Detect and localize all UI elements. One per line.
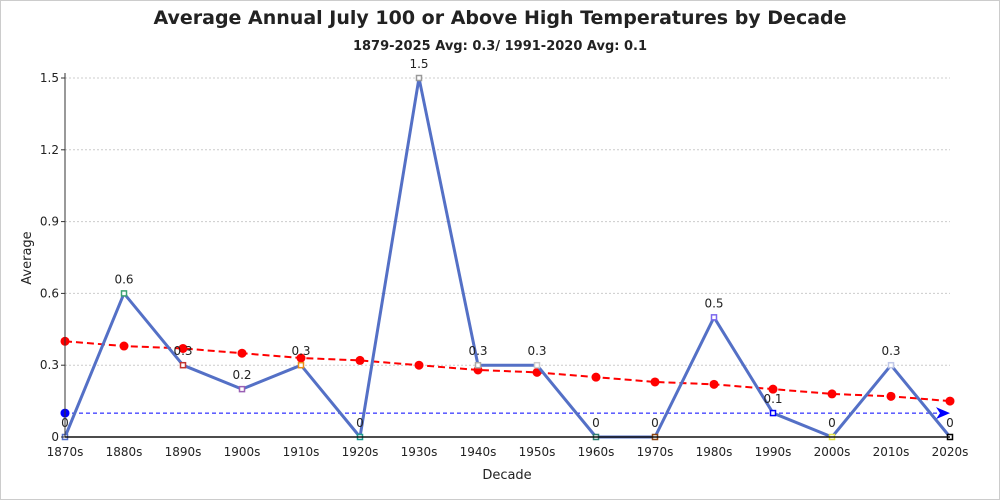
- trend-point: [827, 389, 837, 399]
- x-tick-label: 1920s: [342, 445, 379, 459]
- data-label: 1.5: [409, 57, 428, 71]
- data-label: 0.1: [763, 392, 782, 406]
- data-point: [533, 361, 541, 369]
- data-point: [710, 314, 718, 321]
- x-tick-label: 1890s: [165, 445, 202, 459]
- x-tick-label: 1980s: [696, 445, 733, 459]
- trend-point: [178, 343, 188, 353]
- x-tick-label: 1870s: [47, 445, 84, 459]
- trend-point: [886, 391, 896, 401]
- data-point: [769, 409, 777, 417]
- trend-point: [119, 341, 129, 351]
- y-tick-label: 0.3: [40, 358, 59, 372]
- data-point: [238, 385, 246, 393]
- y-tick-label: 0: [51, 430, 59, 444]
- trend-line: [64, 340, 951, 403]
- data-label: 0: [356, 416, 364, 430]
- y-tick-label: 0.6: [40, 286, 59, 300]
- reference-arrow-icon: [936, 407, 950, 420]
- y-tick-label: 0.9: [40, 215, 59, 229]
- data-label: 0.6: [114, 272, 133, 286]
- data-point: [415, 74, 423, 82]
- data-point: [179, 361, 187, 369]
- trend-point: [296, 353, 306, 363]
- x-tick-label: 2020s: [932, 445, 969, 459]
- data-label: 0.3: [468, 344, 487, 358]
- data-point: [474, 361, 482, 369]
- x-tick-label: 1900s: [224, 445, 261, 459]
- y-tick-label: 1.2: [40, 143, 59, 157]
- x-tick-label: 1970s: [637, 445, 674, 459]
- data-label: 0.5: [704, 296, 723, 310]
- x-axis-label: Decade: [482, 468, 531, 483]
- trend-point: [650, 377, 660, 387]
- x-tick-label: 1930s: [401, 445, 438, 459]
- x-tick-label: 1950s: [519, 445, 556, 459]
- data-label: 0.3: [173, 344, 192, 358]
- trend-point: [709, 379, 719, 389]
- trend-point: [768, 384, 778, 394]
- data-label: 0: [651, 416, 659, 430]
- data-label: 0.3: [527, 344, 546, 358]
- trend-point: [945, 396, 955, 406]
- data-point: [887, 361, 895, 369]
- trend-point: [591, 372, 601, 382]
- x-tick-label: 1960s: [578, 445, 615, 459]
- series-line: [63, 76, 952, 439]
- x-tick-label: 2000s: [814, 445, 851, 459]
- trend-point: [414, 360, 424, 370]
- x-tick-label: 2010s: [873, 445, 910, 459]
- data-label: 0: [592, 416, 600, 430]
- trend-point: [355, 355, 365, 365]
- data-label: 0.2: [232, 368, 251, 382]
- data-label: 0: [946, 416, 954, 430]
- y-tick-label: 1.5: [40, 71, 59, 85]
- data-label: 0: [828, 416, 836, 430]
- chart-subtitle: 1879-2025 Avg: 0.3/ 1991-2020 Avg: 0.1: [353, 39, 647, 54]
- y-axis-label: Average: [20, 231, 35, 284]
- x-tick-label: 1910s: [283, 445, 320, 459]
- data-label: 0.3: [881, 344, 900, 358]
- chart-title: Average Annual July 100 or Above High Te…: [153, 7, 846, 29]
- x-tick-label: 1880s: [106, 445, 143, 459]
- x-tick-label: 1940s: [460, 445, 497, 459]
- x-tick-label: 1990s: [755, 445, 792, 459]
- trend-point: [237, 348, 247, 358]
- data-point: [120, 290, 128, 297]
- data-point: [297, 361, 305, 369]
- data-label: 0.3: [291, 344, 310, 358]
